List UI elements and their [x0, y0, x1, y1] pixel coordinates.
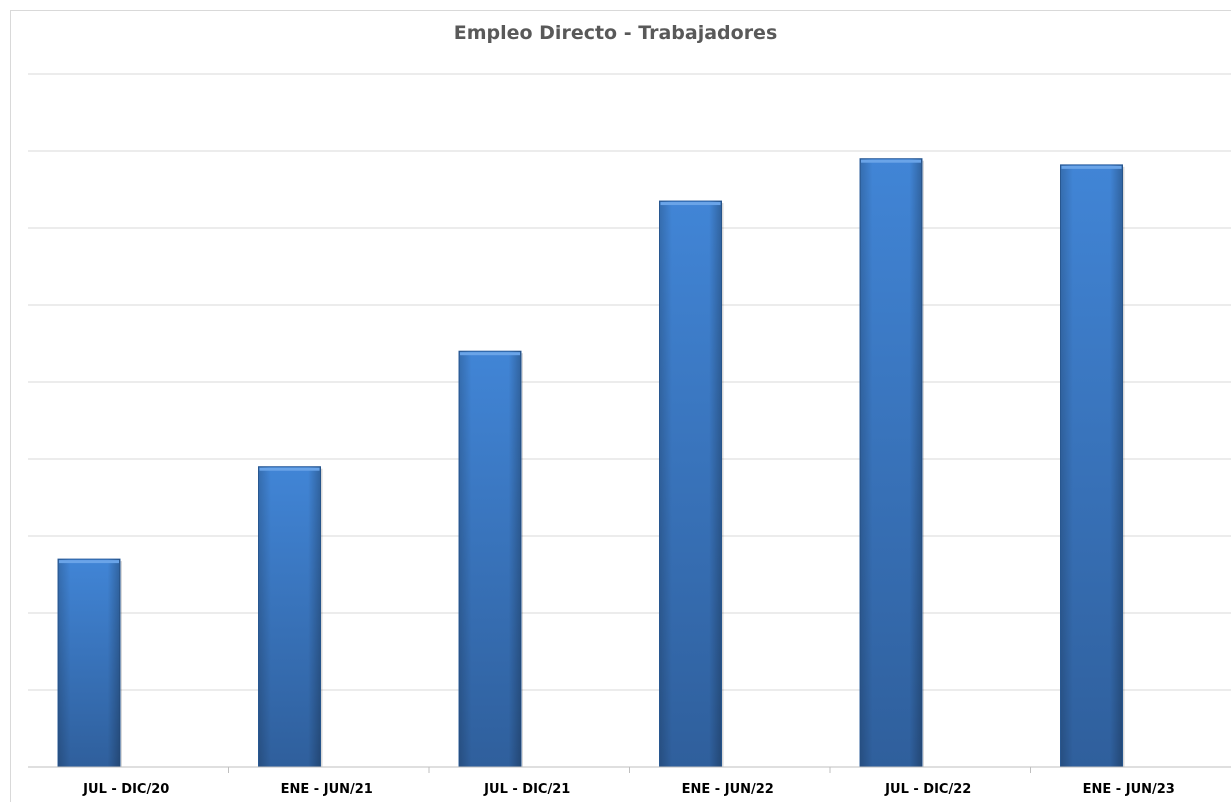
bar-2 — [258, 466, 323, 768]
bar-bevel — [1060, 164, 1123, 768]
bar-cap — [59, 560, 119, 564]
bar-cap — [660, 202, 721, 206]
bar-cap — [1061, 165, 1122, 169]
x-tick-label: JUL - DIC/20 — [82, 782, 169, 797]
chart-frame — [10, 10, 1231, 802]
bar-bevel — [659, 201, 722, 768]
x-axis: JUL - DIC/20 ENE - JUN/21 JUL - DIC/21 ENE … — [28, 766, 1231, 797]
x-tick-label: ENE - JUN/21 — [281, 782, 373, 797]
x-tick-label: JUL - DIC/22 — [884, 782, 971, 797]
bar-bevel — [58, 559, 120, 767]
bars — [57, 158, 1125, 768]
bar-cap — [861, 159, 921, 163]
x-tick-label: JUL - DIC/21 — [483, 782, 570, 797]
bar-bevel — [258, 466, 321, 767]
bar-5 — [859, 158, 924, 768]
bar-bevel — [459, 351, 521, 767]
bar-4 — [659, 200, 724, 768]
bar-3 — [458, 350, 523, 768]
gridlines — [28, 73, 1231, 691]
x-tick-label: ENE - JUN/22 — [682, 782, 774, 797]
bar-1 — [57, 558, 122, 768]
bar-6 — [1060, 164, 1125, 768]
chart-title: Empleo Directo - Trabajadores — [453, 22, 778, 44]
bar-bevel — [860, 158, 922, 767]
x-tick-label: ENE - JUN/23 — [1083, 782, 1175, 797]
bar-cap — [460, 352, 520, 356]
bar-cap — [259, 467, 320, 471]
